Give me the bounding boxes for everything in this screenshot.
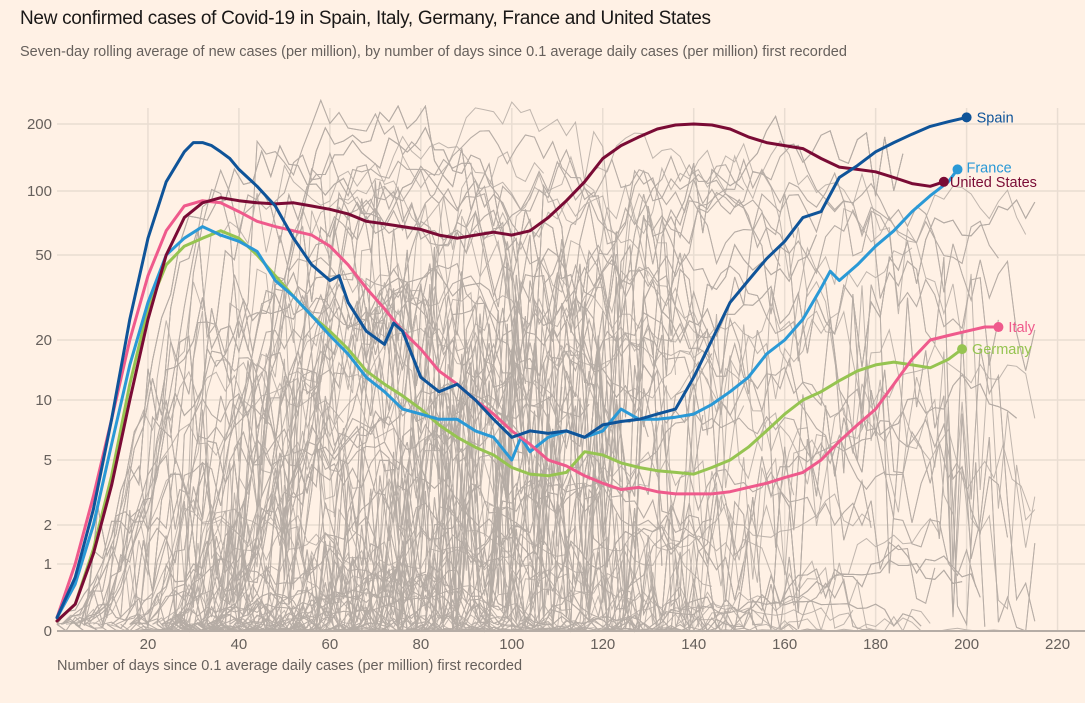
y-tick-label: 5 [44, 452, 52, 469]
other-country-line [170, 573, 454, 625]
series-line-united-states [55, 122, 946, 623]
series-label-france: France [967, 160, 1012, 176]
y-tick-label: 10 [35, 392, 52, 409]
other-country-line [56, 209, 713, 632]
other-country-line [88, 337, 745, 625]
tick-labels: 0 1 2 5 10 20 50 100 200 20 40 60 80 100 120 140 160 180 2… [27, 116, 1070, 653]
other-country-line [174, 101, 649, 625]
other-country-line [197, 281, 563, 625]
chart-subtitle: Seven-day rolling average of new cases (… [20, 44, 847, 60]
x-tick-label: 220 [1045, 636, 1070, 653]
series-end-marker-spain [961, 112, 972, 123]
series-labels: Germany France Italy United States Spain [950, 110, 1037, 358]
other-countries-lines [56, 98, 1036, 633]
chart-title: New confirmed cases of Covid-19 in Spain… [20, 8, 711, 29]
x-tick-label: 60 [322, 636, 339, 653]
x-axis-label: Number of days since 0.1 average daily c… [57, 658, 523, 674]
other-country-line [174, 484, 713, 632]
x-tick-label: 140 [681, 636, 706, 653]
other-country-line [229, 158, 795, 631]
x-tick-label: 100 [499, 636, 524, 653]
other-country-line [206, 394, 590, 625]
x-tick-label: 160 [772, 636, 797, 653]
other-country-line [56, 271, 413, 625]
y-tick-label: 100 [27, 183, 52, 200]
x-tick-label: 120 [590, 636, 615, 653]
series-line-italy [55, 199, 1000, 620]
series-end-marker-italy [993, 322, 1004, 333]
series-end-marker-united-states [938, 176, 949, 187]
y-tick-label: 0 [44, 623, 52, 640]
other-country-line [129, 148, 595, 632]
series-line-germany [55, 229, 964, 623]
y-tick-label: 2 [44, 517, 52, 534]
x-tick-label: 40 [231, 636, 248, 653]
series-line-france [55, 167, 959, 620]
other-country-line [215, 158, 999, 632]
x-tick-label: 20 [140, 636, 157, 653]
other-country-line [66, 162, 531, 629]
other-country-line [61, 126, 617, 627]
other-country-line [152, 185, 1027, 631]
other-country-line [206, 298, 744, 632]
other-country-line [84, 135, 676, 626]
other-country-line [93, 327, 622, 626]
other-country-line [161, 275, 936, 629]
other-country-line [225, 193, 1036, 632]
other-country-line [70, 267, 499, 625]
other-country-line [84, 98, 422, 629]
other-country-line [61, 198, 463, 628]
series-line-spain [55, 115, 969, 620]
other-country-line [83, 151, 431, 625]
y-tick-label: 50 [35, 247, 52, 264]
series-label-united-states: United States [950, 175, 1037, 191]
series-label-spain: Spain [977, 110, 1014, 126]
series-end-marker-france [952, 164, 963, 175]
other-country-line [165, 527, 713, 632]
other-country-line [79, 272, 645, 633]
series-end-marker-germany [957, 344, 968, 355]
other-country-line [129, 382, 522, 630]
x-tick-label: 80 [412, 636, 429, 653]
other-country-line [188, 155, 745, 632]
y-tick-label: 1 [44, 556, 52, 573]
series-label-germany: Germany [972, 342, 1032, 358]
other-country-line [156, 289, 540, 625]
other-country-line [215, 158, 535, 625]
x-tick-label: 200 [954, 636, 979, 653]
y-tick-label: 20 [35, 332, 52, 349]
other-country-line [174, 167, 558, 625]
other-country-line [61, 144, 963, 632]
series-label-italy: Italy [1008, 320, 1035, 336]
other-country-line [161, 151, 544, 630]
other-country-line [84, 165, 567, 625]
x-tick-label: 180 [863, 636, 888, 653]
other-country-line [179, 104, 663, 625]
y-tick-label: 200 [27, 116, 52, 133]
highlighted-series [55, 112, 1004, 623]
